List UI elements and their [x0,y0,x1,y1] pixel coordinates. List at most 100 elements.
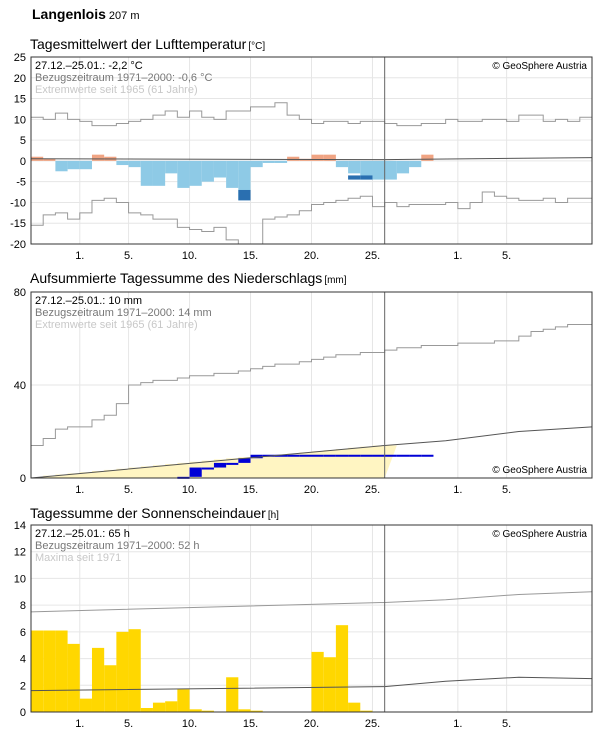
station-name: Langenlois [32,6,106,22]
precipitation-actual-step [360,454,373,457]
sunshine-info-extremes: Maxima seit 1971 [35,552,121,564]
precipitation-actual-step [384,454,397,457]
sunshine-bar [116,631,129,712]
temperature-x-tick-label: 15. [243,250,258,262]
sunshine-y-tick-label: 4 [20,654,26,666]
temperature-y-tick-label: 15 [14,94,26,106]
temperature-unit: [°C] [248,41,266,52]
precipitation-info-period: 27.12.–25.01.: 10 mm [35,295,142,307]
temperature-min-line [31,191,592,245]
precipitation-x-tick-label: 1. [75,484,84,496]
temperature-y-tick-label: 10 [14,114,26,126]
precipitation-info-reference: Bezugszeitraum 1971–2000: 14 mm [35,307,212,319]
temperature-bar [250,160,263,168]
sunshine-y-tick-label: 6 [20,627,26,639]
sunshine-bar [165,701,178,712]
precipitation-actual-step [274,454,288,457]
temperature-y-tick-label: 25 [14,52,26,64]
precipitation-actual-step [201,467,214,470]
sunshine-x-tick-label: 1. [453,718,462,729]
precipitation-x-tick-label: 15. [243,484,258,496]
precipitation-plot-frame [30,291,593,479]
temperature-y-tick-label: -5 [16,177,26,189]
sunshine-y-tick-label: 8 [20,600,26,612]
station-header: Langenlois 207 m [32,6,139,22]
precipitation-x-tick-label: 10. [182,484,197,496]
station-elevation: 207 m [108,10,140,22]
temperature-info-reference: Bezugszeitraum 1971–2000: -0,6 °C [35,72,213,84]
sunshine-bar [91,647,105,712]
precipitation-actual-step [226,462,239,465]
precipitation-actual-step [323,454,336,457]
temperature-bar [43,158,56,161]
precipitation-actual-step [299,454,312,457]
temperature-x-tick-label: 1. [75,250,84,262]
temperature-bar [311,154,324,161]
sunshine-bar [104,665,117,712]
temperature-bar [177,160,190,188]
precipitation-x-tick-label: 5. [502,484,511,496]
temperature-bar [213,160,227,178]
sunshine-bar [128,629,141,712]
precipitation-x-tick-label: 5. [124,484,133,496]
temperature-bar [189,160,202,186]
sunshine-y-tick-label: 14 [14,520,26,532]
precipitation-chart-title: Aufsummierte Tagessumme des Niederschlag… [30,270,347,286]
temperature-bar [262,160,275,163]
sunshine-y-tick-label: 10 [14,573,26,585]
temperature-y-tick-label: 0 [20,156,26,168]
sunshine-bar [31,630,44,712]
precipitation-unit: [mm] [324,275,347,286]
temperature-x-tick-label: 10. [182,250,197,262]
precipitation-actual-step [250,454,263,459]
temperature-y-tick-label: -10 [10,197,26,209]
temperature-bar [140,160,153,186]
sunshine-bar [43,630,56,712]
temperature-bar-extreme [348,175,361,180]
precipitation-actual-step [287,454,300,457]
temperature-bar [287,156,300,161]
precipitation-actual-step [421,454,434,457]
temperature-bar [79,160,92,170]
sunshine-normal-line [30,676,593,692]
precipitation-y-tick-label: 40 [14,380,26,392]
sunshine-bar [335,625,349,712]
temperature-x-tick-label: 1. [453,250,462,262]
sunshine-bar [79,698,92,712]
sunshine-title-text: Tagessumme der Sonnenscheindauer [30,505,266,521]
temperature-bar [55,160,68,172]
sunshine-bar [152,702,166,712]
sunshine-bar [201,710,214,712]
temperature-bar [323,154,336,161]
sunshine-unit: [h] [267,510,279,521]
sunshine-bar [226,677,239,712]
temperature-plot-frame [30,56,593,245]
precipitation-title-text: Aufsummierte Tagessumme des Niederschlag… [30,270,323,286]
sunshine-bar [189,709,202,712]
temperature-y-tick-label: 20 [14,73,26,85]
precipitation-actual-step [348,454,361,457]
precipitation-actual-step [335,454,349,457]
temperature-bar [372,160,385,180]
sunshine-bar [238,709,251,712]
precipitation-normal-line [30,426,593,479]
temperature-bar [348,160,361,174]
temperature-bar [152,160,166,186]
temperature-x-tick-label: 25. [365,250,380,262]
sunshine-bar [67,643,80,712]
sunshine-x-tick-label: 25. [365,718,380,729]
temperature-bar [128,160,141,168]
sunshine-y-tick-label: 2 [20,680,26,692]
sunshine-info-reference: Bezugszeitraum 1971–2000: 52 h [35,540,200,552]
precipitation-y-tick-label: 80 [14,287,26,299]
temperature-copyright: © GeoSphere Austria [492,61,587,72]
precipitation-y-tick-label: 0 [20,473,26,485]
sunshine-x-tick-label: 1. [75,718,84,729]
temperature-bar [360,160,373,180]
temperature-bar [274,160,288,163]
sunshine-x-tick-label: 10. [182,718,197,729]
temperature-bar [384,160,397,180]
temperature-bar [165,160,178,174]
sunshine-y-tick-label: 12 [14,547,26,559]
temperature-bar [91,154,105,161]
